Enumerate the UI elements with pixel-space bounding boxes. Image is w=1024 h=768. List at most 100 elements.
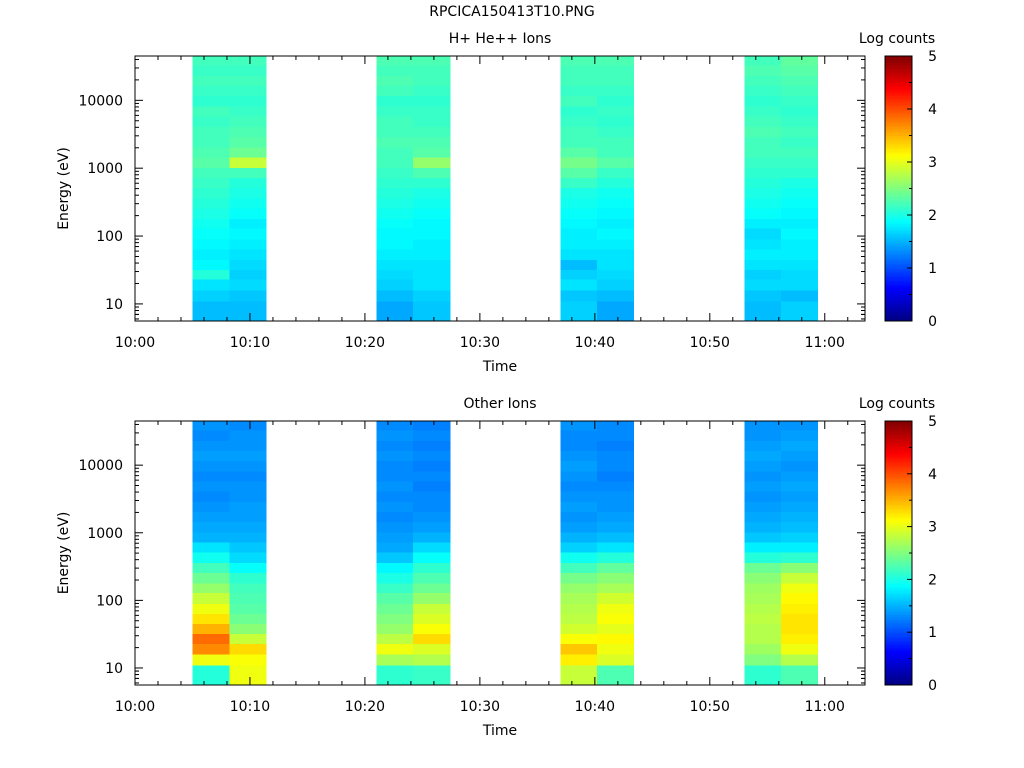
heatmap-cell xyxy=(781,562,819,574)
colorbar-tick-label: 1 xyxy=(928,625,937,641)
heatmap-cell xyxy=(192,633,230,644)
x-tick-label: 10:20 xyxy=(345,335,385,351)
colorbar-segment xyxy=(885,181,912,185)
heatmap-cell xyxy=(560,572,598,584)
colorbar-segment xyxy=(885,131,912,134)
heatmap-cell xyxy=(192,654,230,666)
heatmap-cell xyxy=(781,177,819,189)
colorbar-segment xyxy=(885,636,912,640)
heatmap-cell xyxy=(560,603,598,614)
colorbar-segment xyxy=(885,482,912,486)
colorbar-segment xyxy=(885,586,912,589)
colorbar-segment xyxy=(885,285,912,289)
colorbar-segment xyxy=(885,203,912,207)
heatmap-cell xyxy=(376,136,414,148)
heatmap-cell xyxy=(781,187,819,199)
colorbar-segment xyxy=(885,449,912,453)
heatmap-cell xyxy=(192,147,230,158)
colorbar-segment xyxy=(885,460,912,464)
heatmap-cell xyxy=(229,481,267,492)
heatmap-cell xyxy=(413,259,451,270)
colorbar-segment xyxy=(885,608,912,611)
heatmap-cell xyxy=(192,56,230,66)
colorbar-segment xyxy=(885,632,912,635)
heatmap-cell xyxy=(744,654,782,666)
heatmap-cell xyxy=(744,440,782,451)
heatmap-cell xyxy=(781,126,819,138)
colorbar-segment xyxy=(885,469,912,472)
colorbar-segment xyxy=(885,93,912,97)
heatmap-cell xyxy=(413,301,451,322)
heatmap-cell xyxy=(376,259,414,270)
heatmap-cell xyxy=(560,552,598,563)
colorbar-segment xyxy=(885,513,912,516)
colorbar-segment xyxy=(885,175,912,178)
heatmap-cell xyxy=(744,106,782,117)
colorbar-segment xyxy=(885,179,912,183)
colorbar-tick-label: 1 xyxy=(928,261,937,277)
heatmap-cell xyxy=(560,239,598,250)
heatmap-cell xyxy=(744,116,782,127)
colorbar-segment xyxy=(885,113,912,116)
heatmap-cell xyxy=(229,643,267,655)
colorbar-segment xyxy=(885,314,912,317)
colorbar-segment xyxy=(885,423,912,426)
heatmap-cell xyxy=(744,532,782,543)
heatmap-cell xyxy=(192,430,230,441)
colorbar-segment xyxy=(885,239,912,242)
heatmap-cell xyxy=(560,56,598,66)
heatmap-cell xyxy=(597,654,635,666)
heatmap-cell xyxy=(560,259,598,270)
heatmap-cell xyxy=(744,85,782,97)
colorbar-segment xyxy=(885,592,912,596)
heatmap-cell xyxy=(229,126,267,138)
heatmap-cell xyxy=(192,421,230,431)
colorbar-segment xyxy=(885,228,912,231)
colorbar-segment xyxy=(885,153,912,156)
heatmap-cell xyxy=(781,301,819,322)
x-tick-label: 10:00 xyxy=(115,699,155,715)
heatmap-cell xyxy=(744,511,782,523)
colorbar-segment xyxy=(885,210,912,214)
heatmap-cell xyxy=(744,481,782,492)
heatmap-cell xyxy=(413,279,451,291)
heatmap-cell xyxy=(597,208,635,219)
heatmap-cell xyxy=(744,167,782,178)
heatmap-cell xyxy=(597,301,635,322)
heatmap-cell xyxy=(192,290,230,302)
heatmap-cell xyxy=(192,167,230,178)
heatmap-cell xyxy=(744,501,782,512)
heatmap-cell xyxy=(744,613,782,625)
colorbar-segment xyxy=(885,425,912,428)
colorbar-segment xyxy=(885,682,912,686)
heatmap-cell xyxy=(192,532,230,543)
heatmap-cell xyxy=(781,85,819,97)
x-tick-label: 10:40 xyxy=(575,699,615,715)
colorbar-segment xyxy=(885,206,912,209)
heatmap-cell xyxy=(560,654,598,666)
colorbar-segment xyxy=(885,56,912,59)
colorbar-segment xyxy=(885,471,912,475)
heatmap-cell xyxy=(192,583,230,593)
heatmap-cell xyxy=(229,440,267,451)
heatmap-cell xyxy=(781,511,819,523)
heatmap-cell xyxy=(229,249,267,260)
heatmap-cell xyxy=(192,301,230,322)
heatmap-cell xyxy=(744,290,782,302)
heatmap-cell xyxy=(560,126,598,138)
colorbar-segment xyxy=(885,177,912,180)
heatmap-cell xyxy=(744,603,782,614)
y-tick-label: 10000 xyxy=(78,458,123,474)
heatmap-cell xyxy=(192,491,230,502)
heatmap-cell xyxy=(560,279,598,291)
heatmap-cell xyxy=(560,187,598,199)
colorbar-segment xyxy=(885,184,912,187)
colorbar-tick-label: 3 xyxy=(928,520,937,536)
heatmap-cell xyxy=(413,136,451,148)
heatmap-cell xyxy=(229,450,267,462)
heatmap-cell xyxy=(192,613,230,625)
heatmap-cell xyxy=(744,450,782,462)
heatmap-cell xyxy=(413,106,451,117)
x-tick-label: 10:10 xyxy=(230,699,270,715)
heatmap-cell xyxy=(192,85,230,97)
